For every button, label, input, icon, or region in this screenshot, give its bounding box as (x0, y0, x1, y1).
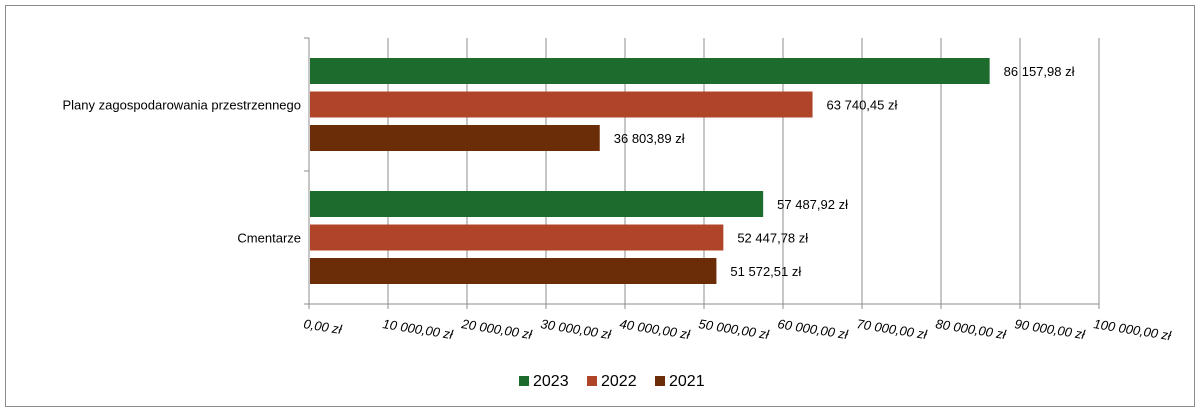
legend-item-2023: 2023 (519, 373, 569, 390)
legend-item-2021: 2021 (655, 373, 705, 390)
data-label: 36 803,89 zł (614, 131, 685, 146)
data-label: 63 740,45 zł (827, 98, 898, 113)
data-label: 51 572,51 zł (730, 264, 801, 279)
x-tick-label: 100 000,00 zł (1093, 316, 1174, 343)
bar-2022 (310, 224, 724, 251)
legend-item-2022: 2022 (587, 373, 637, 390)
data-label: 57 487,92 zł (777, 197, 848, 212)
category-label: Cmentarze (237, 231, 301, 246)
bar-2022 (310, 91, 813, 118)
x-tick-label: 40 000,00 zł (619, 316, 692, 342)
bars-layer: 86 157,98 zł 63 740,45 zł 36 803,89 zł 57 4… (310, 58, 1075, 284)
x-tick-label: 70 000,00 zł (856, 316, 929, 342)
x-tick-label: 60 000,00 zł (777, 316, 850, 342)
legend-label: 2023 (533, 373, 569, 390)
legend-swatch (587, 376, 597, 386)
bar-2021 (310, 125, 600, 151)
x-tick-label: 90 000,00 zł (1014, 316, 1087, 342)
x-tick-label: 50 000,00 zł (698, 316, 771, 342)
bar-2021 (310, 258, 717, 284)
x-tick-label: 10 000,00 zł (382, 316, 455, 342)
chart-frame: 86 157,98 zł 63 740,45 zł 36 803,89 zł 57 4… (5, 5, 1195, 407)
legend-label: 2021 (669, 373, 705, 390)
legend-swatch (519, 376, 529, 386)
legend: 2023 2022 2021 (519, 373, 705, 390)
category-label: Plany zagospodarowania przestrzennego (63, 98, 302, 113)
x-tick-label: 0,00 zł (303, 316, 344, 337)
x-tick-label: 80 000,00 zł (935, 316, 1008, 342)
data-label: 52 447,78 zł (737, 231, 808, 246)
data-label: 86 157,98 zł (1004, 64, 1075, 79)
bar-2023 (310, 191, 764, 217)
legend-swatch (655, 376, 665, 386)
x-tick-label: 20 000,00 zł (460, 316, 534, 342)
bar-chart: 86 157,98 zł 63 740,45 zł 36 803,89 zł 57 4… (63, 37, 1174, 390)
x-tick-label: 30 000,00 zł (540, 316, 613, 342)
bar-2023 (310, 58, 990, 84)
legend-label: 2022 (601, 373, 637, 390)
